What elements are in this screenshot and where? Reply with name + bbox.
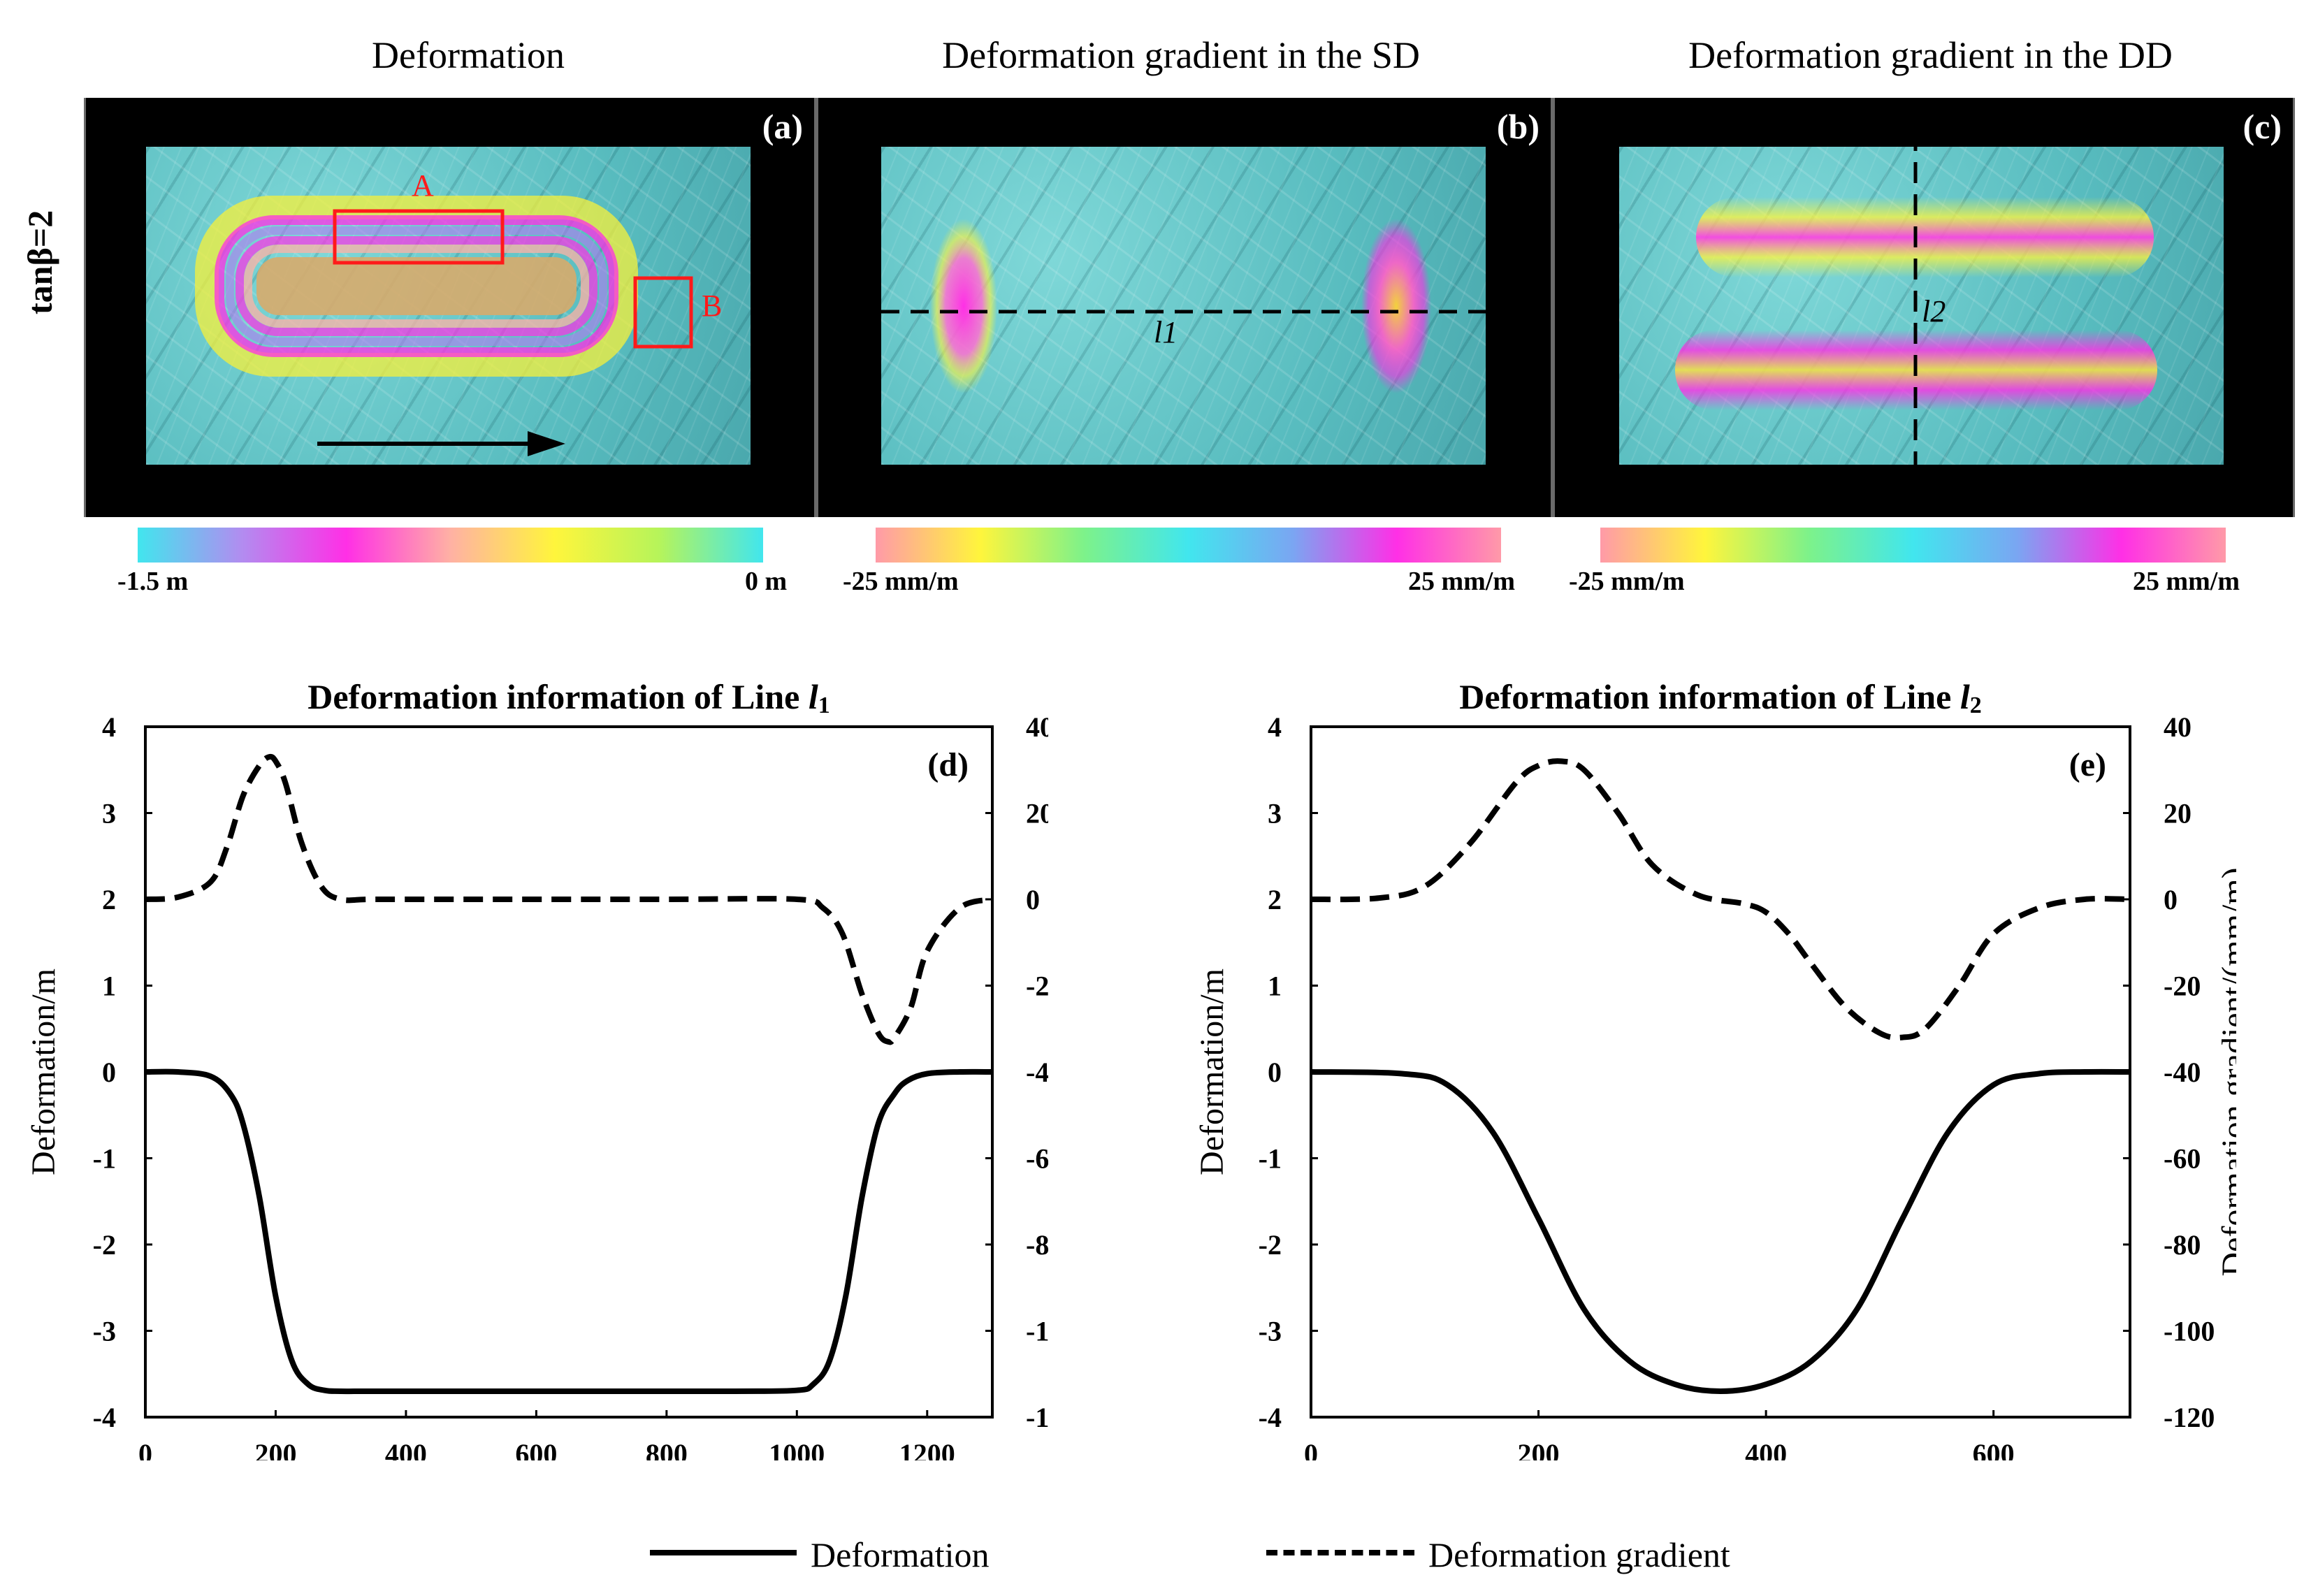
chart-d-y2-tick-label: 20 xyxy=(1026,798,1048,829)
chart-d-y-axis-label: Deformation/m xyxy=(25,969,62,1175)
chart-e-title: Deformation information of Line l2 xyxy=(1459,677,1981,718)
panel-a-title: Deformation xyxy=(372,34,565,76)
panel-label-a: (a) xyxy=(762,107,803,146)
chart-e-deformation-series xyxy=(1310,1068,2131,1394)
chart-e-x-tick-label: 200 xyxy=(1518,1438,1560,1460)
map-b-image: l1 xyxy=(881,147,1486,465)
colorbar-b xyxy=(876,528,1501,563)
colorbar-c-min: -25 mm/m xyxy=(1569,567,1685,596)
box-b-label: B xyxy=(702,289,723,323)
chart-e-y-tick-label: 3 xyxy=(1268,798,1282,829)
chart-e-y-tick-label: 2 xyxy=(1268,884,1282,915)
chart-d-y-tick-label: 3 xyxy=(102,798,116,829)
legend-solid-line xyxy=(650,1550,797,1555)
chart-d-y-tick-label: -2 xyxy=(93,1229,116,1261)
chart-d-y2-tick-label: -20 xyxy=(1026,971,1048,1002)
chart-e-y-axis-label: Deformation/m xyxy=(1194,969,1231,1175)
chart-d-y-tick-label: 0 xyxy=(102,1057,116,1088)
legend-deformation-gradient: Deformation gradient xyxy=(1428,1535,1730,1574)
chart-e-y-tick-label: -1 xyxy=(1259,1143,1282,1175)
gradient-zone-left xyxy=(930,219,997,393)
colorbar-a-max: 0 m xyxy=(745,567,788,596)
colorbar-c xyxy=(1600,528,2226,563)
map-panel-b: l1 (b) xyxy=(816,98,1553,517)
chart-d-y2-tick-label: 40 xyxy=(1026,711,1048,743)
chart-e-y-tick-label: -4 xyxy=(1259,1402,1282,1433)
chart-d-y2-tick-label: -40 xyxy=(1026,1057,1048,1088)
map-panel-a: A B (a) xyxy=(84,98,816,517)
chart-d: Deformation information of Line l10 200 40… xyxy=(25,677,1048,1460)
chart-e-y-tick-label: 1 xyxy=(1268,971,1282,1002)
subsidence-basin xyxy=(195,196,693,456)
chart-e-y2-tick-label: -20 xyxy=(2164,971,2201,1002)
chart-d-y2-tick-label: -100 xyxy=(1026,1316,1048,1347)
box-a xyxy=(333,209,505,265)
chart-e: Deformation information of Line l20 200 40… xyxy=(1194,677,2236,1460)
chart-e-y2-tick-label: -100 xyxy=(2164,1316,2215,1347)
chart-e-y2-tick-label: 0 xyxy=(2164,884,2178,915)
chart-e-panel-label: (e) xyxy=(2069,746,2106,783)
chart-d-y-tick-label: 2 xyxy=(102,884,116,915)
chart-e-y2-tick-label: -40 xyxy=(2164,1057,2201,1088)
chart-d-y2-tick-label: 0 xyxy=(1026,884,1040,915)
chart-e-y2-tick-label: -120 xyxy=(2164,1402,2215,1433)
panel-b-title: Deformation gradient in the SD xyxy=(942,34,1420,76)
colorbar-a xyxy=(138,528,763,563)
line-l1-label: l1 xyxy=(1154,315,1178,349)
legend-deformation: Deformation xyxy=(811,1535,990,1574)
colorbar-b-max: 25 mm/m xyxy=(1408,567,1516,596)
chart-e-y2-tick-label: -80 xyxy=(2164,1229,2201,1261)
map-a-image: A B xyxy=(146,147,751,465)
chart-d-y-tick-label: 4 xyxy=(102,711,116,743)
map-panel-c: l2 (c) xyxy=(1553,98,2295,517)
chart-d-y2-tick-label: -120 xyxy=(1026,1402,1048,1433)
chart-d-x-tick-label: 200 xyxy=(254,1438,296,1460)
colorbar-b-min: -25 mm/m xyxy=(843,567,959,596)
chart-e-y-tick-label: 4 xyxy=(1268,711,1282,743)
chart-d-deformation-series xyxy=(145,1068,993,1395)
direction-arrow-head xyxy=(528,431,565,456)
chart-d-plot-frame xyxy=(144,725,994,1419)
chart-d-gradient-series xyxy=(145,753,994,1045)
legend-dashed-line xyxy=(1266,1550,1414,1555)
panel-c-title: Deformation gradient in the DD xyxy=(1688,34,2173,76)
box-b xyxy=(633,276,693,349)
chart-e-y2-tick-label: 20 xyxy=(2164,798,2192,829)
row-label: tanβ=2 xyxy=(20,210,59,314)
gradient-zone-right xyxy=(1361,219,1431,393)
chart-d-y2-tick-label: -80 xyxy=(1026,1229,1048,1261)
chart-e-y-tick-label: -3 xyxy=(1259,1316,1282,1347)
chart-e-gradient-series xyxy=(1310,758,2131,1041)
chart-d-y-tick-label: -1 xyxy=(93,1143,116,1175)
chart-e-x-tick-label: 400 xyxy=(1745,1438,1787,1460)
panel-label-c: (c) xyxy=(2243,107,2282,146)
chart-d-x-tick-label: 400 xyxy=(385,1438,427,1460)
chart-d-x-tick-label: 1200 xyxy=(899,1438,955,1460)
chart-d-y-tick-label: -4 xyxy=(93,1402,116,1433)
chart-d-x-tick-label: 0 xyxy=(138,1438,152,1460)
chart-d-title: Deformation information of Line l1 xyxy=(307,677,830,718)
line-l2-label: l2 xyxy=(1922,294,1946,328)
chart-e-y-tick-label: 0 xyxy=(1268,1057,1282,1088)
chart-e-x-tick-label: 600 xyxy=(1973,1438,2015,1460)
chart-e-x-tick-label: 0 xyxy=(1304,1438,1318,1460)
chart-e-plot-frame xyxy=(1310,725,2131,1419)
chart-e-y2-tick-label: 40 xyxy=(2164,711,2192,743)
chart-d-y-tick-label: -3 xyxy=(93,1316,116,1347)
chart-d-x-tick-label: 1000 xyxy=(769,1438,825,1460)
box-a-label: A xyxy=(412,168,434,203)
chart-d-panel-label: (d) xyxy=(927,746,969,783)
chart-e-y-tick-label: -2 xyxy=(1259,1229,1282,1261)
chart-e-y2-tick-label: -60 xyxy=(2164,1143,2201,1175)
colorbar-c-max: 25 mm/m xyxy=(2133,567,2240,596)
chart-d-y2-tick-label: -60 xyxy=(1026,1143,1048,1175)
chart-d-y-tick-label: 1 xyxy=(102,971,116,1002)
chart-d-x-tick-label: 800 xyxy=(646,1438,688,1460)
gradient-band-top xyxy=(1696,197,2154,277)
panel-label-b: (b) xyxy=(1496,107,1540,146)
chart-d-x-tick-label: 600 xyxy=(515,1438,557,1460)
map-c-image: l2 xyxy=(1619,147,2224,465)
chart-e-y2-axis-label: Deformation gradient/(mm/m) xyxy=(2215,867,2236,1276)
colorbar-a-min: -1.5 m xyxy=(117,567,189,596)
